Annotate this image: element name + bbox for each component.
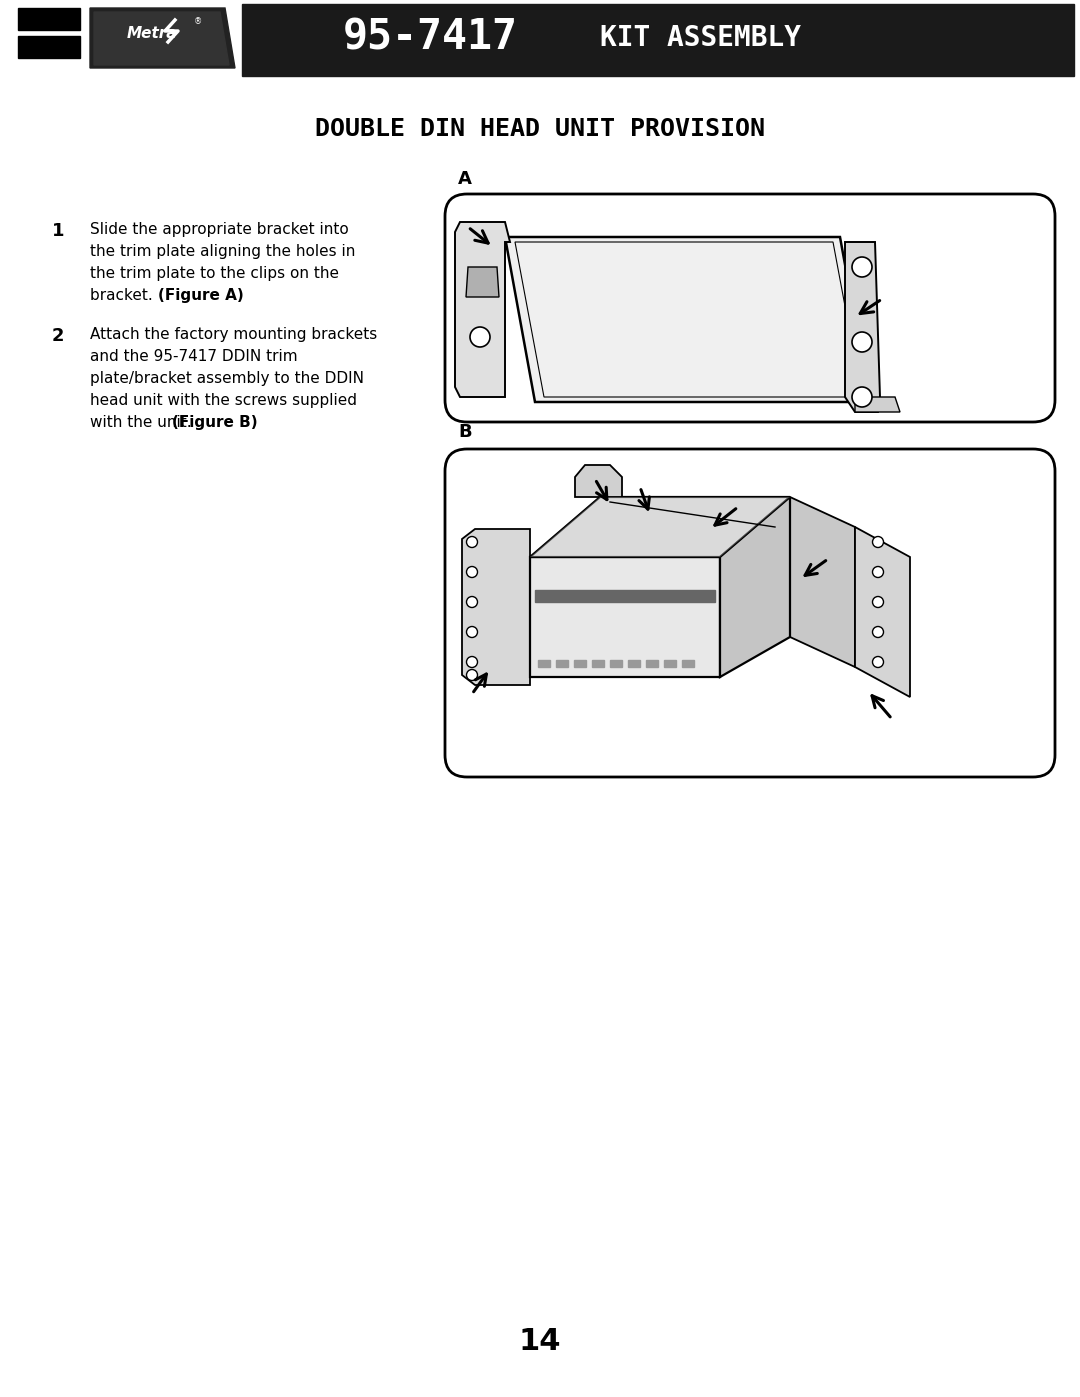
Text: DOUBLE DIN HEAD UNIT PROVISION: DOUBLE DIN HEAD UNIT PROVISION <box>315 117 765 141</box>
Bar <box>556 659 568 666</box>
Polygon shape <box>720 497 789 678</box>
Circle shape <box>852 257 872 277</box>
Bar <box>535 590 715 602</box>
Circle shape <box>873 567 883 577</box>
Bar <box>610 659 622 666</box>
Circle shape <box>470 327 490 346</box>
Circle shape <box>467 669 477 680</box>
Bar <box>664 659 676 666</box>
Bar <box>538 659 550 666</box>
Bar <box>242 4 1074 75</box>
Text: Metra: Metra <box>126 27 177 42</box>
Polygon shape <box>789 497 855 666</box>
Circle shape <box>873 536 883 548</box>
Circle shape <box>467 597 477 608</box>
Polygon shape <box>575 465 622 497</box>
FancyBboxPatch shape <box>445 194 1055 422</box>
Text: 2: 2 <box>52 327 65 345</box>
Text: and the 95-7417 DDIN trim: and the 95-7417 DDIN trim <box>90 349 298 365</box>
Bar <box>18 36 80 59</box>
Text: KIT ASSEMBLY: KIT ASSEMBLY <box>599 24 800 52</box>
Polygon shape <box>94 13 229 66</box>
Text: ®: ® <box>194 18 202 27</box>
Bar <box>18 8 80 29</box>
Text: the trim plate aligning the holes in: the trim plate aligning the holes in <box>90 244 355 258</box>
Circle shape <box>467 626 477 637</box>
Text: the trim plate to the clips on the: the trim plate to the clips on the <box>90 265 339 281</box>
Text: plate/bracket assembly to the DDIN: plate/bracket assembly to the DDIN <box>90 372 364 386</box>
FancyBboxPatch shape <box>445 448 1055 777</box>
Bar <box>681 659 694 666</box>
Bar <box>573 659 586 666</box>
Polygon shape <box>530 557 720 678</box>
Polygon shape <box>462 529 530 685</box>
Circle shape <box>873 626 883 637</box>
Circle shape <box>467 567 477 577</box>
Text: B: B <box>458 423 472 441</box>
Polygon shape <box>505 237 870 402</box>
Text: Attach the factory mounting brackets: Attach the factory mounting brackets <box>90 327 377 342</box>
Bar <box>646 659 658 666</box>
Text: head unit with the screws supplied: head unit with the screws supplied <box>90 393 357 408</box>
Text: (Figure B): (Figure B) <box>172 415 258 430</box>
Polygon shape <box>845 242 880 412</box>
Circle shape <box>852 387 872 407</box>
Text: with the unit.: with the unit. <box>90 415 197 430</box>
Polygon shape <box>855 397 900 412</box>
Text: A: A <box>458 170 472 189</box>
Text: (Figure A): (Figure A) <box>158 288 244 303</box>
Text: 14: 14 <box>518 1327 562 1356</box>
Circle shape <box>852 332 872 352</box>
Text: bracket.: bracket. <box>90 288 158 303</box>
Bar <box>0 0 1080 80</box>
Text: 1: 1 <box>52 222 65 240</box>
Polygon shape <box>530 497 789 557</box>
Polygon shape <box>465 267 499 298</box>
Circle shape <box>873 657 883 668</box>
Circle shape <box>467 657 477 668</box>
Polygon shape <box>90 8 235 68</box>
Text: 95-7417: 95-7417 <box>342 17 517 59</box>
Circle shape <box>873 597 883 608</box>
Circle shape <box>467 536 477 548</box>
Polygon shape <box>455 222 510 397</box>
Text: Slide the appropriate bracket into: Slide the appropriate bracket into <box>90 222 349 237</box>
Polygon shape <box>855 527 910 697</box>
Bar <box>627 659 640 666</box>
Polygon shape <box>530 497 789 557</box>
Bar <box>592 659 604 666</box>
